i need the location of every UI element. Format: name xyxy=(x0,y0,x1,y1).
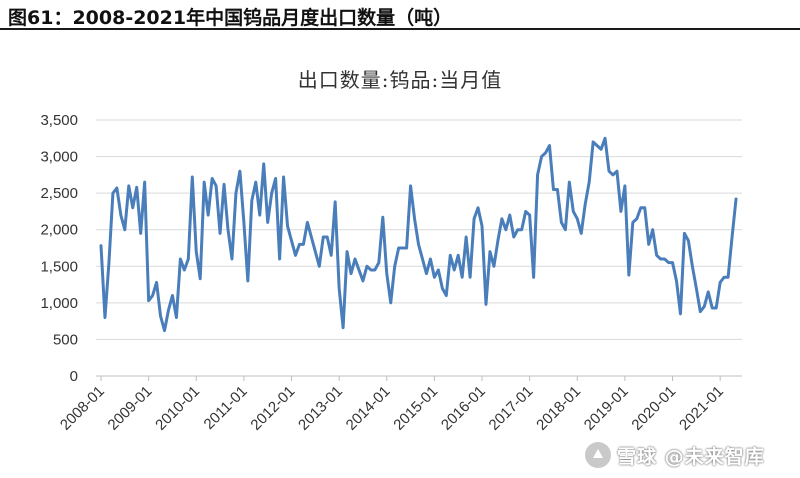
series-line xyxy=(99,136,738,333)
y-tick-label: 500 xyxy=(53,331,78,348)
figure-label: 图61：2008-2021年中国钨品月度出口数量（吨） xyxy=(8,7,453,29)
y-tick-label: 3,500 xyxy=(40,112,78,129)
x-tick-label: 2013-01 xyxy=(295,383,346,434)
x-tick-label: 2020-01 xyxy=(628,383,679,434)
x-tick-label: 2016-01 xyxy=(438,383,489,434)
x-tick-label: 2017-01 xyxy=(486,383,537,434)
x-tick-label: 2021-01 xyxy=(676,383,727,434)
x-tick-label: 2011-01 xyxy=(201,383,251,433)
y-tick-label: 0 xyxy=(70,368,78,385)
chart-title: 出口数量:钨品:当月值 xyxy=(297,68,503,92)
y-axis-ticks: 0 500 1,000 1,500 2,000 2,500 3,000 3,500 xyxy=(40,112,78,385)
x-tick-label: 2018-01 xyxy=(533,383,584,434)
x-axis-ticks: 2008-012009-012010-012011-012012-012013-… xyxy=(57,376,727,434)
x-tick-label: 2019-01 xyxy=(581,383,632,434)
y-tick-label: 1,500 xyxy=(40,258,78,275)
watermark: 雪球 @未来智库 xyxy=(585,440,765,470)
watermark-text: 雪球 @未来智库 xyxy=(617,445,765,468)
x-tick-label: 2012-01 xyxy=(247,383,298,434)
y-tick-label: 2,500 xyxy=(40,185,78,202)
x-tick-label: 2014-01 xyxy=(343,383,394,434)
figure-header: 图61：2008-2021年中国钨品月度出口数量（吨） xyxy=(0,0,800,30)
y-tick-label: 3,000 xyxy=(40,149,78,166)
y-tick-label: 2,000 xyxy=(40,222,78,239)
x-tick-label: 2008-01 xyxy=(57,383,108,434)
x-tick-label: 2009-01 xyxy=(104,383,155,434)
x-tick-label: 2015-01 xyxy=(390,383,441,434)
x-tick-label: 2010-01 xyxy=(152,383,203,434)
y-tick-label: 1,000 xyxy=(40,295,78,312)
snowball-logo-icon xyxy=(585,442,611,468)
